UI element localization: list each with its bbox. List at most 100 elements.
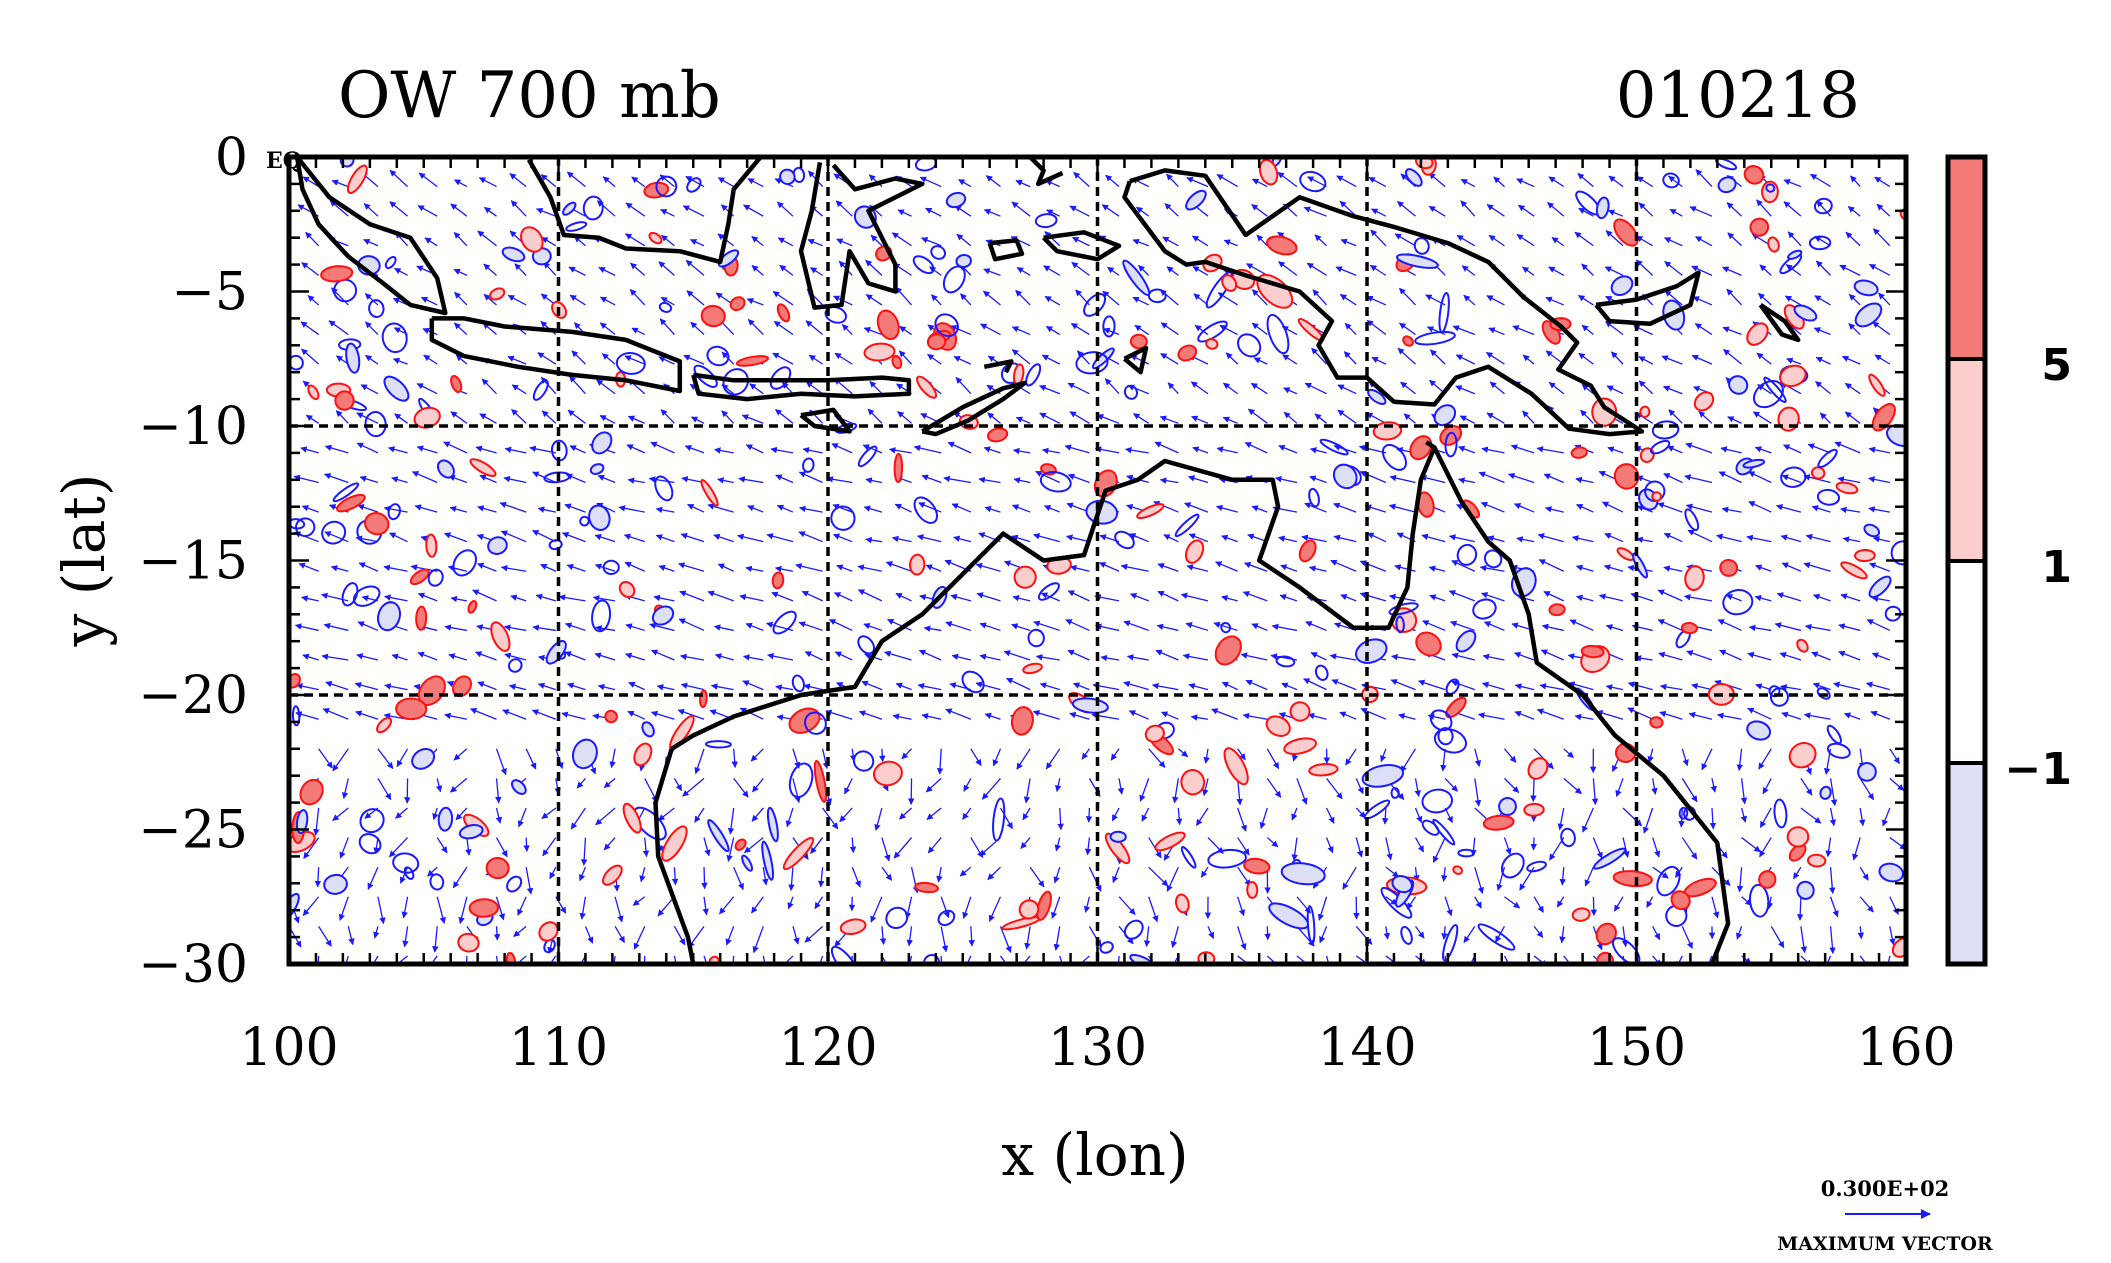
wind-vector: [1845, 231, 1861, 247]
wind-vector: [650, 710, 675, 720]
wind-vector: [1568, 681, 1594, 691]
wind-vector: [766, 533, 794, 543]
wind-vector: [624, 355, 645, 365]
wind-vector: [832, 503, 853, 513]
wind-vector: [1746, 534, 1772, 543]
wind-vector: [1129, 533, 1149, 543]
wind-vector: [713, 533, 734, 543]
wind-vector: [503, 624, 527, 632]
wind-vector: [630, 262, 646, 276]
wind-vector: [707, 503, 734, 513]
wind-vector: [1157, 562, 1179, 572]
wind-vector: [945, 621, 972, 632]
wind-vector: [1508, 472, 1535, 484]
wind-vector: [1805, 533, 1831, 543]
wind-vector: [858, 710, 883, 720]
wind-vector: [597, 683, 616, 691]
wind-vector: [879, 748, 886, 763]
y-axis-label: y (lat): [50, 474, 118, 648]
y-tick-label: −10: [138, 397, 248, 457]
wind-vector: [510, 594, 527, 602]
wind-vector: [566, 563, 586, 572]
wind-vector: [773, 320, 794, 336]
wind-vector: [1216, 174, 1238, 188]
wind-vector: [289, 304, 290, 305]
wind-vector: [1816, 200, 1832, 217]
wind-vector: [1035, 470, 1061, 484]
wind-vector: [1510, 444, 1535, 454]
wind-vector: [1459, 415, 1476, 424]
wind-vector: [918, 649, 942, 661]
wind-vector: [567, 409, 586, 424]
wind-vector: [531, 709, 557, 720]
wind-vector: [975, 681, 1001, 691]
wind-vector: [1187, 475, 1209, 484]
positive-ow-contour: [395, 697, 428, 721]
wind-vector: [1841, 355, 1861, 365]
wind-vector: [1551, 236, 1565, 247]
wind-vector: [1223, 239, 1238, 247]
wind-vector: [568, 266, 586, 276]
wind-vector: [356, 442, 379, 454]
wind-vector: [1069, 711, 1090, 720]
wind-vector: [1011, 534, 1031, 543]
wind-vector: [1530, 778, 1537, 803]
wind-vector: [537, 682, 557, 691]
wind-vector: [863, 327, 883, 336]
wind-vector: [1221, 595, 1238, 602]
wind-vector: [1129, 593, 1149, 602]
wind-vector: [623, 533, 645, 543]
wind-vector: [1403, 413, 1416, 424]
wind-vector: [1781, 474, 1802, 484]
wind-vector: [450, 203, 468, 217]
wind-vector: [1610, 351, 1624, 365]
wind-vector: [324, 531, 349, 543]
wind-vector: [625, 202, 646, 217]
wind-vector: [1838, 623, 1861, 632]
wind-vector: [1460, 200, 1476, 217]
wind-vector: [535, 593, 556, 602]
wind-vector: [1396, 200, 1416, 217]
wind-vector: [656, 684, 675, 691]
wind-vector: [318, 748, 333, 769]
wind-vector: [1344, 322, 1357, 335]
wind-vector: [569, 294, 586, 306]
wind-vector: [863, 505, 883, 513]
wind-vector: [804, 651, 823, 661]
wind-vector: [701, 867, 708, 890]
wind-vector: [1072, 682, 1090, 691]
wind-vector: [1581, 384, 1594, 395]
wind-vector: [888, 447, 912, 454]
wind-vector: [805, 320, 824, 336]
wind-vector: [1314, 413, 1327, 424]
wind-vector: [596, 379, 616, 395]
wind-vector: [925, 207, 942, 217]
wind-vector: [289, 629, 290, 631]
wind-vector: [1788, 323, 1802, 336]
wind-vector: [894, 503, 912, 513]
wind-vector: [1191, 235, 1209, 247]
wind-vector: [1067, 473, 1090, 484]
wind-vector: [1163, 534, 1179, 543]
wind-vector: [594, 533, 616, 543]
wind-vector: [1391, 653, 1416, 661]
y-tick-label: −15: [138, 532, 248, 592]
wind-vector: [1314, 234, 1328, 247]
wind-vector: [1722, 266, 1742, 276]
wind-vector: [659, 318, 675, 335]
wind-vector: [984, 506, 1001, 513]
wind-vector: [1043, 265, 1061, 276]
wind-vector: [1281, 682, 1298, 691]
wind-vector: [566, 682, 586, 691]
wind-vector: [1398, 322, 1416, 336]
wind-vector: [1333, 502, 1357, 513]
wind-vector: [1283, 411, 1298, 424]
wind-vector: [324, 473, 349, 484]
x-tick-label: 130: [1048, 1018, 1147, 1078]
wind-vector: [1874, 354, 1891, 365]
wind-vector: [707, 590, 734, 602]
wind-vector: [1716, 712, 1742, 720]
wind-vector: [1337, 409, 1357, 424]
wind-vector: [982, 290, 1001, 306]
wind-vector: [1598, 593, 1624, 602]
